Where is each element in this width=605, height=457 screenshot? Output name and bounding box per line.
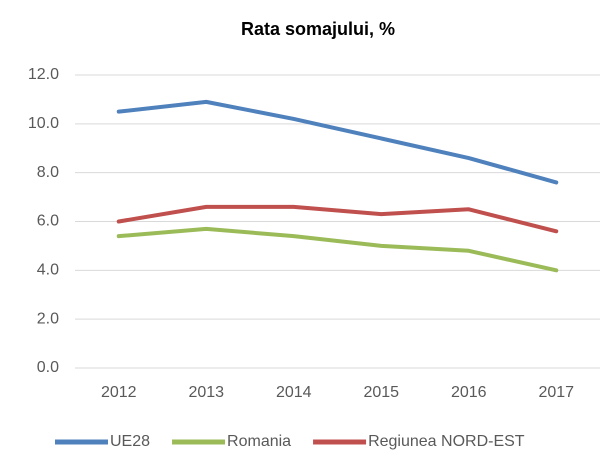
series-line [116, 204, 559, 234]
y-tick-label: 6.0 [37, 213, 59, 230]
x-tick-label: 2014 [276, 384, 312, 401]
series-line [116, 226, 559, 273]
legend-label: Regiunea NORD-EST [368, 433, 525, 450]
y-tick-label: 8.0 [37, 164, 59, 181]
y-tick-label: 0.0 [37, 359, 59, 376]
chart-title: Rata somajului, % [241, 19, 395, 39]
x-tick-label: 2013 [188, 384, 224, 401]
y-tick-label: 12.0 [28, 66, 59, 83]
series-line [116, 99, 559, 185]
x-tick-label: 2012 [101, 384, 137, 401]
x-tick-label: 2017 [538, 384, 574, 401]
y-tick-label: 4.0 [37, 262, 59, 279]
x-tick-label: 2015 [363, 384, 399, 401]
y-tick-label: 2.0 [37, 310, 59, 327]
y-tick-label: 10.0 [28, 115, 59, 132]
legend-label: Romania [227, 433, 291, 450]
legend-label: UE28 [110, 433, 150, 450]
x-tick-label: 2016 [451, 384, 487, 401]
